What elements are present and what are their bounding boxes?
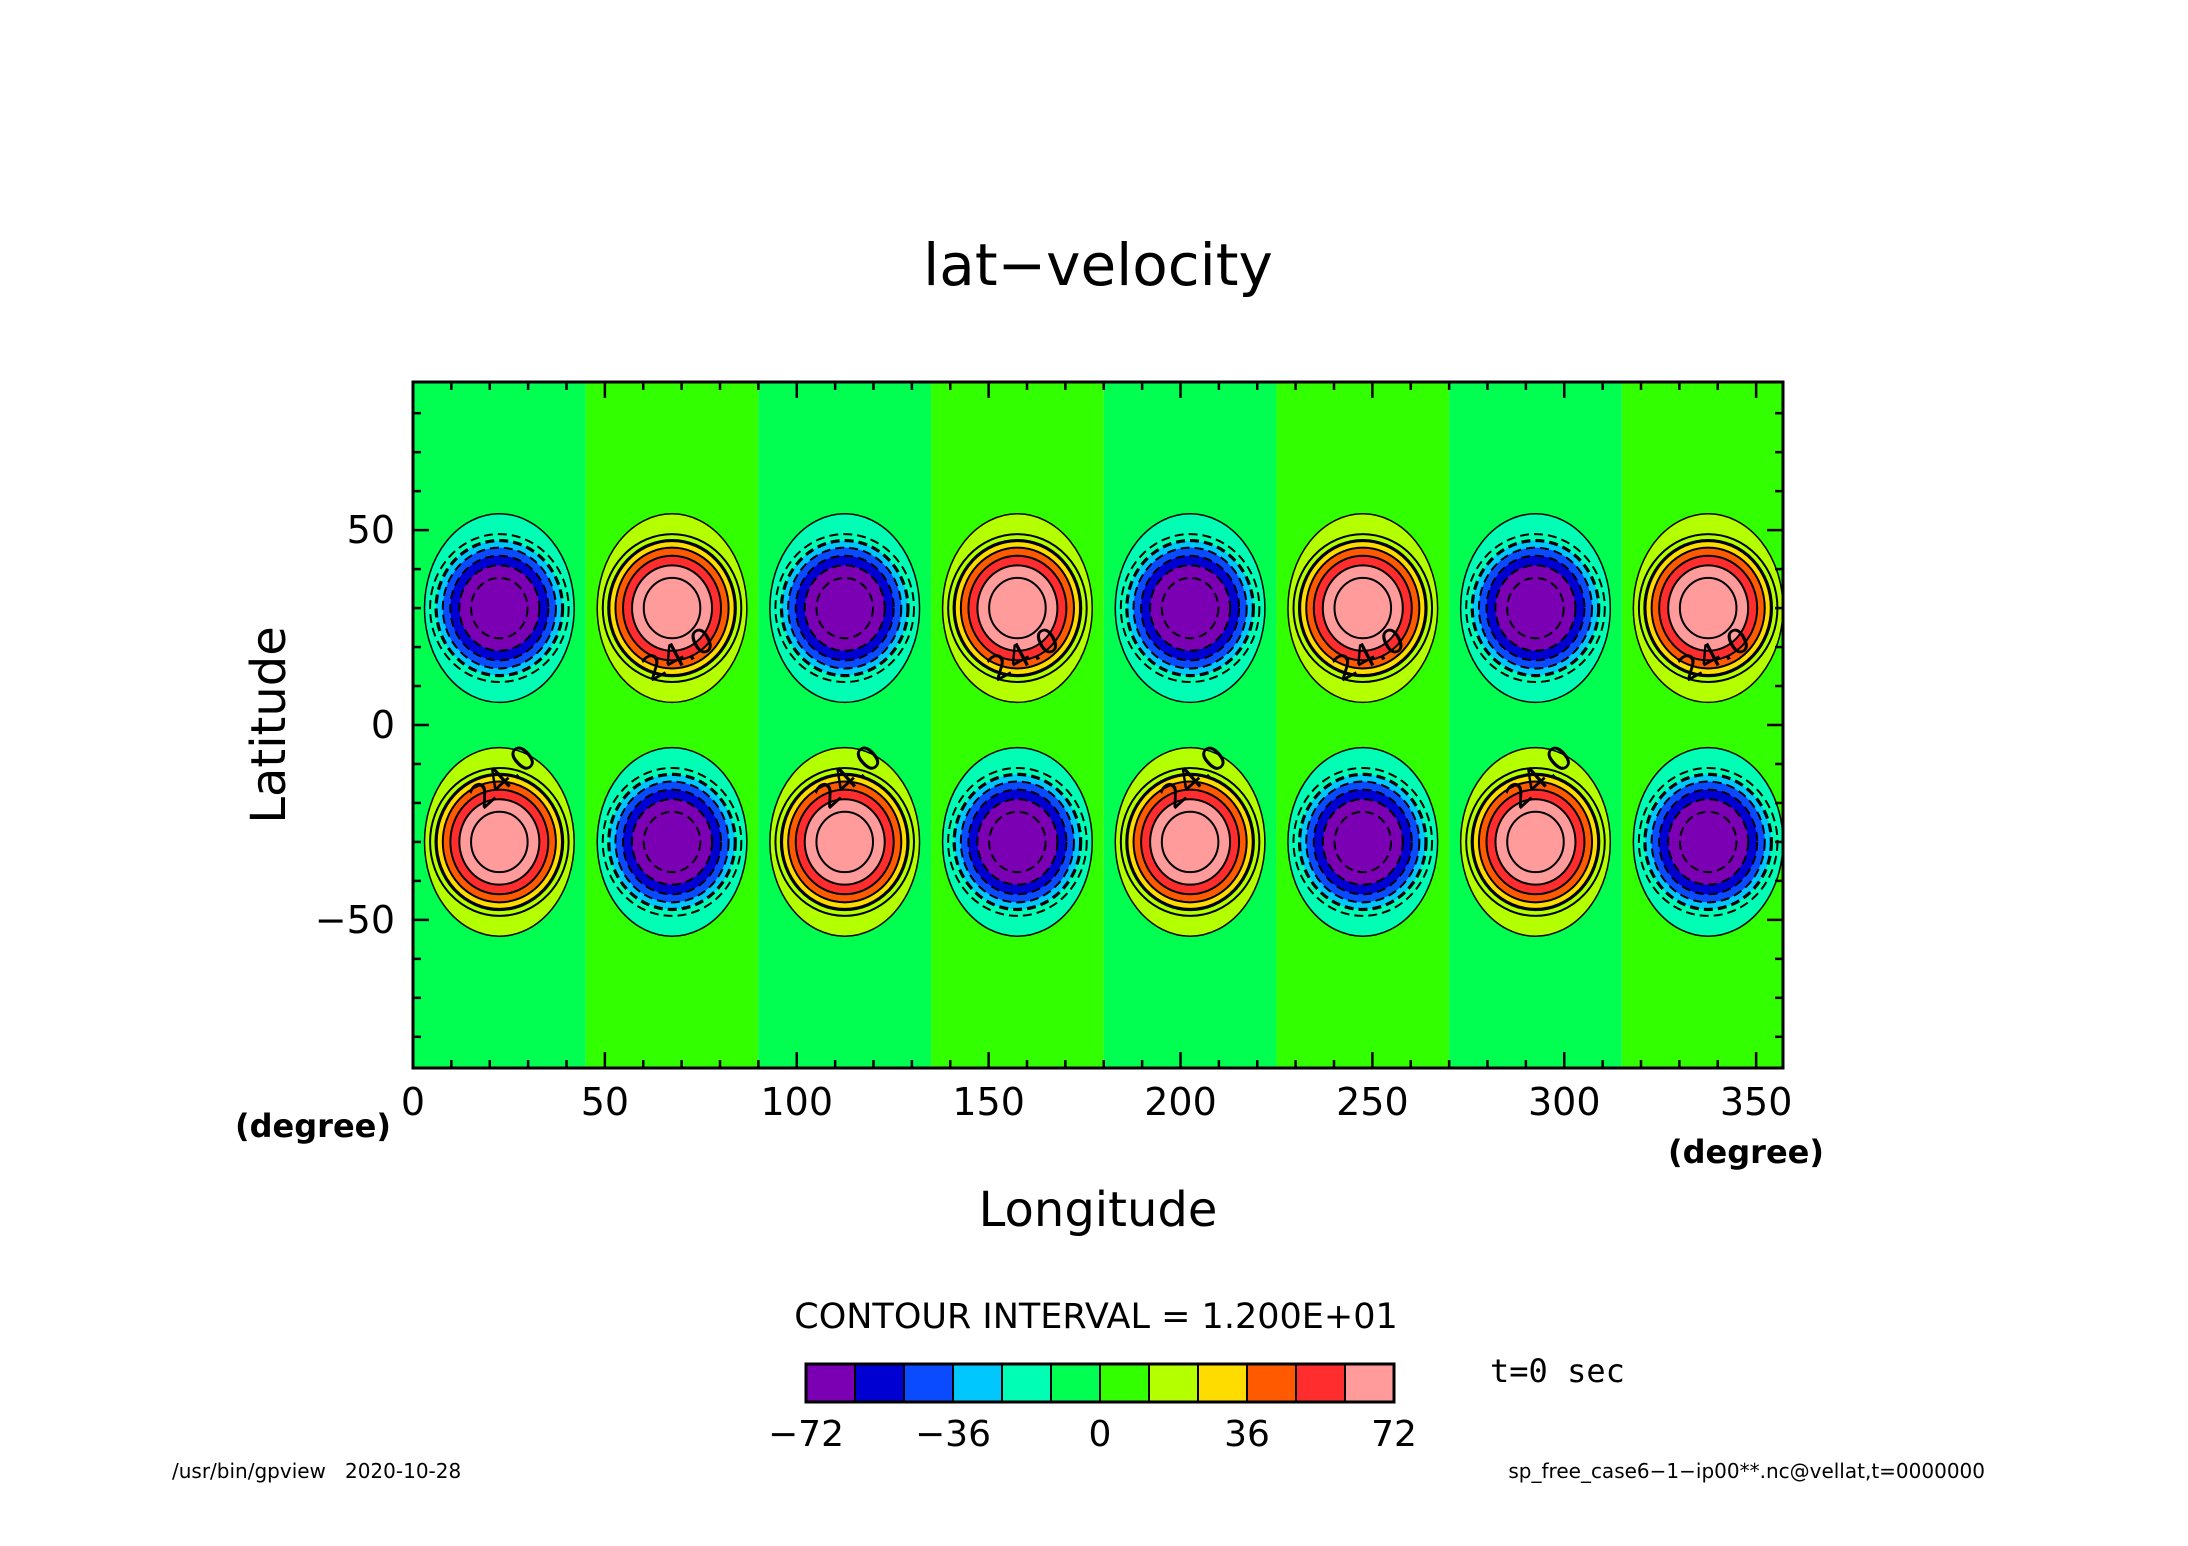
background-strip [931,382,1104,1068]
colorbar-swatch [1001,1363,1052,1403]
filled-contour-layer [413,382,1783,1068]
x-tick-label: 250 [1336,1080,1409,1124]
colorbar-frame [804,1362,1396,1404]
colorbar-swatch [1148,1363,1199,1403]
x-tick-labels: 0 50 100 150 200 250 300 350 [401,1080,1792,1124]
y-axis-unit: (degree) [235,1107,391,1145]
contour-band [1333,810,1393,874]
colorbar-swatch [1344,1363,1395,1403]
contour-band [988,810,1047,874]
positive-cell [1114,746,1266,937]
program-info: /usr/bin/gpview 2020-10-28 [172,1459,461,1483]
x-tick-label: 200 [1144,1080,1217,1124]
x-axis-label: Longitude [979,1182,1218,1238]
colorbar-swatch [903,1363,954,1403]
file-info: sp_free_case6−1−ip00**.nc@vellat,t=00000… [1508,1459,1985,1483]
contour-band [1160,576,1220,640]
x-tick-label: 100 [760,1080,833,1124]
x-tick-label: 50 [581,1080,629,1124]
colorbar-tick-label: −36 [915,1414,991,1455]
chart-title: lat−velocity [923,231,1273,299]
background-strip [1621,382,1783,1068]
colorbar [804,1362,1396,1404]
contour-band [470,576,529,640]
positive-cell [596,513,748,704]
negative-cell [596,746,748,937]
contour-band [1506,576,1565,640]
contour-band [815,810,875,874]
x-tick-label: 0 [401,1080,425,1124]
negative-cell [423,513,575,704]
y-axis-label: Latitude [241,626,297,824]
background-strip [413,382,586,1068]
background-strip [1449,382,1622,1068]
positive-cell [769,746,921,937]
plot-area [413,382,1783,1068]
x-tick-label: 150 [952,1080,1025,1124]
contour-interval-label: CONTOUR INTERVAL = 1.200E+01 [794,1297,1397,1337]
colorbar-swatch [805,1363,856,1403]
contour-band [1678,576,1738,640]
colorbar-tick-label: 36 [1224,1414,1270,1455]
positive-cell [1459,746,1612,937]
background-strip [1276,382,1450,1068]
positive-cell [1287,513,1439,704]
colorbar-swatch [1197,1363,1248,1403]
negative-cell [769,513,921,704]
contour-band [1160,810,1220,874]
contour-band [642,576,702,640]
negative-cell [1114,513,1266,704]
negative-cell [1459,513,1612,704]
background-strip [1103,382,1277,1068]
colorbar-swatch [1295,1363,1346,1403]
positive-cell [423,746,575,937]
colorbar-swatch [1099,1363,1150,1403]
colorbar-tick-label: −72 [768,1414,844,1455]
colorbar-tick-label: 72 [1371,1414,1417,1455]
colorbar-swatch [1246,1363,1297,1403]
background-strip [758,382,932,1068]
contour-band [1678,810,1738,874]
colorbar-swatch [952,1363,1003,1403]
contour-band [988,576,1047,640]
positive-cell [1632,513,1783,704]
colorbar-swatch [1050,1363,1101,1403]
y-tick-labels: 50 0 −50 [315,508,395,942]
contour-band [815,576,875,640]
x-tick-label: 350 [1720,1080,1793,1124]
axis-ticks [411,382,1783,1068]
negative-cell [941,746,1093,937]
background-strip [585,382,759,1068]
x-tick-label: 300 [1528,1080,1601,1124]
negative-cell [1287,746,1439,937]
negative-cell [1632,746,1783,937]
y-tick-label: 0 [371,703,395,747]
y-tick-label: 50 [347,508,395,552]
positive-cell [941,513,1093,704]
contour-band [470,810,529,874]
time-label: t=0 sec [1490,1352,1625,1390]
contour-band [1333,576,1393,640]
colorbar-tick-labels: −72 −36 0 36 72 [768,1414,1417,1455]
x-axis-unit: (degree) [1668,1133,1824,1171]
colorbar-swatch [854,1363,905,1403]
contour-band [642,810,702,874]
colorbar-tick-label: 0 [1089,1414,1112,1455]
contour-band [1506,810,1565,874]
y-tick-label: −50 [315,898,395,942]
